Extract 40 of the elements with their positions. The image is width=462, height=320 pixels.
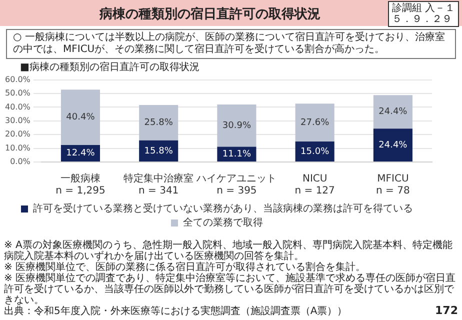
chart-subtitle: ■病棟の種類別の宿日直許可の取得状況 [20, 60, 200, 74]
data-label: 30.9% [222, 120, 252, 131]
legend-label: 許可を受けている業務と受けていない業務があり、当該病棟の業務は許可を得ている [33, 202, 413, 215]
text: ※ A票の対象医療機関のうち、急性期一般入院料、地域一般入院料、専門病院入院基本料、特定機能病院入院基本料のいずれかを届け出ている医療機関の回答を集計。 [4, 240, 454, 262]
data-label: 27.6% [300, 118, 330, 128]
x-tick-label: 特定集中治療室 n = 341 [124, 172, 194, 197]
text: ※ 医療機関単位で、医師の業務に係る宿日直許可が取得されている割合を集計。 [4, 262, 366, 273]
legend-label: 全ての業務で取得 [183, 216, 263, 229]
y-tick-label: 60.0% [4, 74, 31, 84]
y-tick-label: 0.0% [10, 157, 31, 166]
text: ※ 医療機関単位での調査であり、特定集中治療室等において、施設基準で求める専任の医師が宿日直許可を受けているか、当該専任の医師以外で勤務している医師が宿日直許可を受けているかは区別できない。 [4, 273, 456, 306]
y-tick-label: 10.0% [4, 143, 31, 152]
data-label: 25.8% [144, 118, 174, 128]
source-note: 出典：令和5年度入院・外来医療等における実態調査（施設調査票（A票）） [4, 306, 348, 317]
text: 172 [435, 304, 458, 317]
data-label: 24.4% [378, 107, 408, 118]
text: 診調組 入－１ [392, 3, 455, 14]
y-tick-label: 50.0% [4, 88, 31, 98]
data-label: 24.4% [378, 140, 408, 150]
x-tick-label: MFICU n = 78 [376, 174, 410, 197]
x-tick-label: ハイケアユニット n = 395 [196, 174, 277, 197]
chart-title: 病棟の種類別の宿日直許可の取得状況 [98, 6, 322, 23]
bar [139, 105, 178, 140]
bar [295, 104, 334, 142]
data-label: 12.4% [66, 148, 96, 159]
y-tick-label: 30.0% [4, 116, 31, 125]
data-label: 15.8% [144, 146, 174, 156]
bar [60, 90, 100, 146]
text: ○ 一般病棟については半数以上の病院が、医師の業務について宿日直許可を受けており、治療室の中では、MFICUが、その業務に関して宿日直許可を受けている割合が高かった。 [6, 29, 456, 59]
y-tick-label: 20.0% [4, 130, 31, 139]
bar [373, 128, 412, 162]
data-label: 11.1% [222, 149, 252, 160]
text: ５．９．２９ [392, 14, 453, 25]
data-label: 15.0% [300, 146, 330, 157]
y-tick-label: 40.0% [4, 102, 31, 112]
data-label: 40.4% [66, 112, 96, 123]
x-tick-label: NICU n = 127 [294, 174, 335, 197]
bar [217, 104, 256, 147]
bar [373, 95, 412, 129]
x-tick-label: 一般病棟 n = 1,295 [56, 172, 106, 197]
